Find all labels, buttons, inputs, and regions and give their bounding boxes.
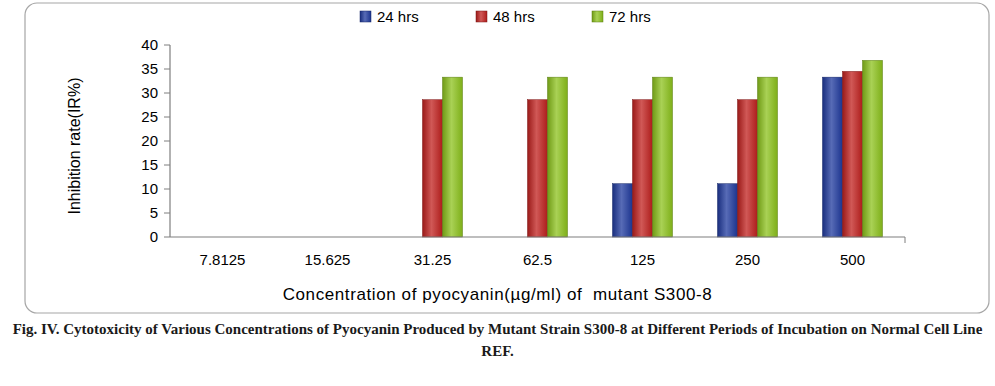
bar <box>548 77 568 237</box>
y-tick <box>164 69 170 70</box>
bar <box>528 100 548 237</box>
x-tick-label: 62.5 <box>523 251 552 268</box>
y-tick-label: 5 <box>150 204 158 221</box>
y-tick-label: 35 <box>141 60 158 77</box>
bar <box>443 77 463 237</box>
y-tick-label: 0 <box>150 228 158 245</box>
legend-label: 24 hrs <box>377 8 419 25</box>
x-tick-label: 500 <box>840 251 865 268</box>
caption: Fig. IV. Cytotoxicity of Various Concent… <box>0 318 995 362</box>
y-tick <box>164 93 170 94</box>
x-tick-label: 7.8125 <box>200 251 246 268</box>
x-axis <box>170 236 905 237</box>
x-axis-end-tick <box>905 237 906 243</box>
bar <box>843 71 863 237</box>
bar <box>758 77 778 237</box>
chart-frame <box>25 3 989 313</box>
y-tick <box>164 165 170 166</box>
bar <box>633 100 653 237</box>
legend-swatch <box>476 11 487 22</box>
bar <box>738 100 758 237</box>
x-tick-label: 250 <box>735 251 760 268</box>
y-tick <box>164 117 170 118</box>
bar <box>653 77 673 237</box>
y-axis <box>169 45 170 237</box>
bar <box>613 184 633 237</box>
x-axis-title: Concentration of pyocyanin(µg/ml) of mut… <box>283 285 713 304</box>
x-tick-label: 15.625 <box>305 251 351 268</box>
y-tick-label: 15 <box>141 156 158 173</box>
y-tick-label: 20 <box>141 132 158 149</box>
x-tick-label: 31.25 <box>414 251 452 268</box>
legend-swatch <box>592 11 603 22</box>
y-tick <box>164 45 170 46</box>
legend-swatch <box>360 11 371 22</box>
legend-label: 48 hrs <box>493 8 535 25</box>
y-tick <box>164 237 170 238</box>
y-tick-label: 30 <box>141 84 158 101</box>
x-tick-label: 125 <box>630 251 655 268</box>
y-tick-label: 10 <box>141 180 158 197</box>
y-axis-title: Inhibition rate(IR%) <box>66 78 83 215</box>
bar <box>423 100 443 237</box>
y-tick-label: 40 <box>141 36 158 53</box>
y-tick <box>164 189 170 190</box>
y-tick-label: 25 <box>141 108 158 125</box>
bar <box>823 77 843 237</box>
bar <box>718 184 738 237</box>
y-tick <box>164 213 170 214</box>
legend-label: 72 hrs <box>609 8 651 25</box>
bar <box>863 60 883 237</box>
legend: 24 hrs 48 hrs 72 hrs <box>360 8 651 25</box>
y-tick <box>164 141 170 142</box>
